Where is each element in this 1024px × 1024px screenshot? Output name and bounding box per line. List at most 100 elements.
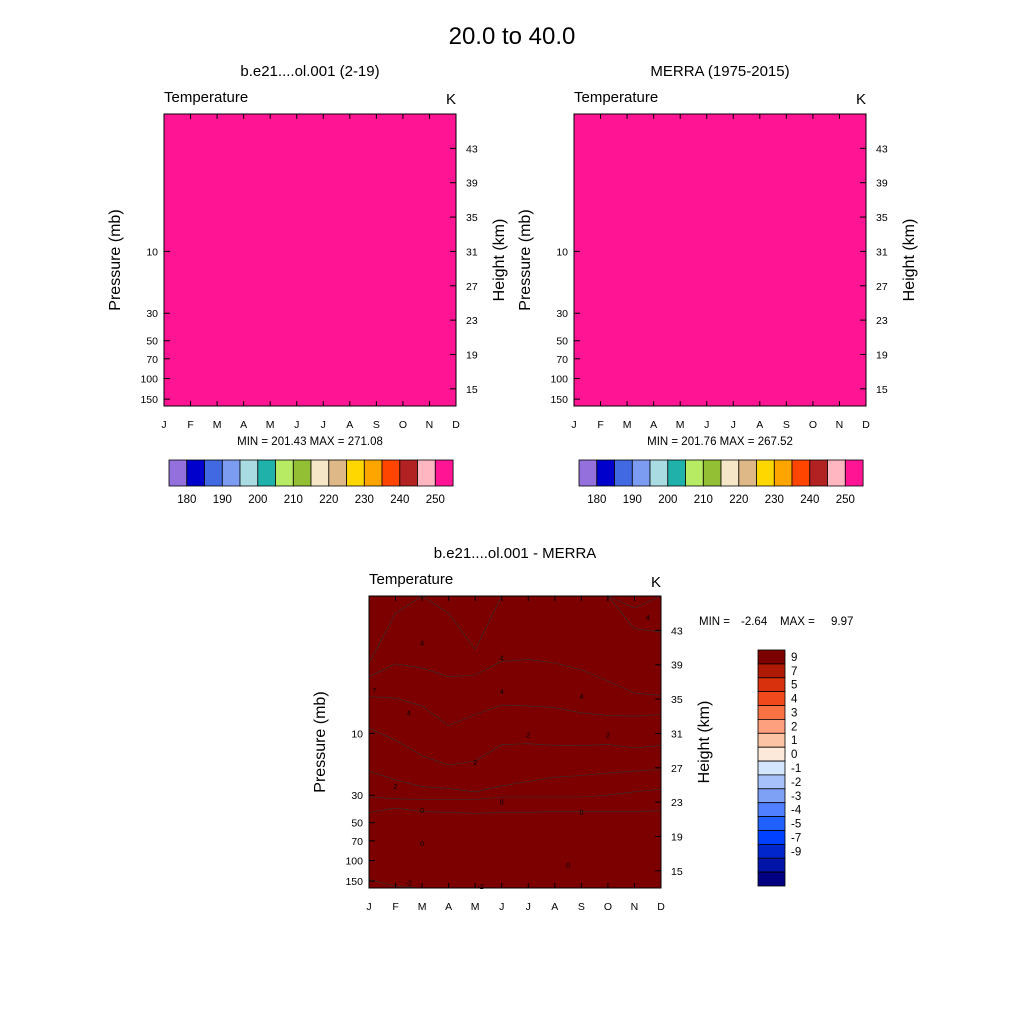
legend-swatch <box>791 459 811 487</box>
legend-swatch <box>757 649 786 665</box>
x-tick-label: A <box>346 419 353 431</box>
contour-label: 7 <box>372 688 376 695</box>
units-label: K <box>446 91 456 108</box>
height-tick-label: 15 <box>466 384 478 396</box>
legend-swatch <box>757 774 786 790</box>
legend-swatch <box>667 459 686 487</box>
min-label: MIN = <box>699 616 730 628</box>
legend-tick-label: 240 <box>800 494 819 506</box>
x-tick-label: N <box>836 419 844 431</box>
legend-tick-label: 190 <box>623 494 642 506</box>
height-tick-label: 35 <box>876 212 888 224</box>
height-tick-label: 23 <box>671 797 683 809</box>
contour-label: 4 <box>420 641 424 648</box>
legend-tick-label: -1 <box>791 763 801 775</box>
contour-line-13 <box>368 659 662 696</box>
color-legend: 180 190 200 210 220 230 240 250 <box>168 459 454 506</box>
legend-tick-label: 230 <box>355 494 374 506</box>
contour-label: 4 <box>500 689 504 696</box>
x-tick-label: J <box>161 419 166 431</box>
legend-swatch <box>614 459 633 487</box>
legend-swatch <box>346 459 365 487</box>
legend-swatch <box>328 459 347 487</box>
legend-tick-label: 4 <box>791 694 798 706</box>
legend-swatch <box>399 459 418 487</box>
color-legend: 180 190 200 210 220 230 240 250 <box>578 459 864 506</box>
x-tick-label: A <box>445 901 452 913</box>
x-tick-label: S <box>578 901 585 913</box>
pressure-tick-label: 30 <box>351 790 363 802</box>
x-tick-label: S <box>373 419 380 431</box>
legend-swatch <box>757 705 786 720</box>
legend-tick-label: 210 <box>694 494 713 506</box>
x-tick-label: S <box>783 419 790 431</box>
contour-label: -2 <box>406 880 412 887</box>
field-label: Temperature <box>369 571 453 588</box>
x-tick-label: A <box>756 419 763 431</box>
x-tick-label: N <box>631 901 639 913</box>
pressure-tick-label: 70 <box>146 354 158 366</box>
legend-tick-label: -5 <box>791 819 801 831</box>
contour-band-15 <box>164 114 456 406</box>
pressure-tick-label: 10 <box>146 246 158 258</box>
x-tick-label: J <box>366 901 371 913</box>
height-tick-label: 27 <box>466 281 478 293</box>
x-tick-label: N <box>426 419 434 431</box>
legend-swatch <box>702 459 722 487</box>
pressure-tick-label: 10 <box>556 246 568 258</box>
legend-swatch <box>757 691 786 706</box>
pressure-tick-label: 150 <box>345 876 363 888</box>
legend-swatch <box>720 459 740 487</box>
legend-swatch <box>578 459 598 487</box>
legend-tick-label: -4 <box>791 805 802 817</box>
contour-label: 4 <box>579 694 583 701</box>
legend-swatch <box>631 459 651 487</box>
x-tick-label: D <box>452 419 460 431</box>
height-tick-label: 19 <box>876 349 888 361</box>
legend-swatch <box>596 459 615 487</box>
contour-label: 2 <box>394 784 398 791</box>
contour-band-16 <box>369 596 661 888</box>
pressure-tick-label: 150 <box>140 394 158 406</box>
pressure-tick-label: 70 <box>351 836 363 848</box>
legend-swatch <box>168 459 188 487</box>
y-axis-title: Pressure (mb) <box>312 691 329 792</box>
contour-label: 0 <box>420 808 424 815</box>
x-tick-label: A <box>650 419 657 431</box>
height-tick-label: 23 <box>876 315 888 327</box>
legend-swatch <box>844 459 864 487</box>
legend-tick-label: -7 <box>791 832 801 844</box>
legend-tick-label: 3 <box>791 708 797 720</box>
height-tick-label: 19 <box>466 349 478 361</box>
panel-diff: b.e21....ol.001 - MERRA Temperature K 44… <box>312 545 853 913</box>
legend-swatch <box>756 459 775 487</box>
height-tick-label: 35 <box>466 212 478 224</box>
legend-tick-label: 210 <box>284 494 303 506</box>
x-tick-label: O <box>399 419 407 431</box>
y-axis-title: Pressure (mb) <box>107 209 124 310</box>
legend-swatch <box>257 459 276 487</box>
legend-swatch <box>649 459 669 487</box>
legend-swatch <box>221 459 241 487</box>
contour-label: 2 <box>606 733 610 740</box>
legend-swatch <box>757 719 786 734</box>
legend-tick-label: 190 <box>213 494 232 506</box>
legend-tick-label: 240 <box>390 494 409 506</box>
legend-tick-label: 230 <box>765 494 784 506</box>
contour-label: 4 <box>500 655 504 662</box>
pressure-tick-label: 50 <box>351 818 363 830</box>
x-tick-label: J <box>499 901 504 913</box>
min-value: -2.64 <box>741 616 768 628</box>
legend-swatch <box>757 802 786 818</box>
pressure-tick-label: 100 <box>140 374 158 386</box>
legend-swatch <box>757 663 786 679</box>
height-tick-label: 27 <box>876 281 888 293</box>
legend-swatch <box>809 459 828 487</box>
legend-swatch <box>204 459 223 487</box>
legend-swatch <box>757 788 786 804</box>
plot-area: J F M A M J J A S O N D 10 30 50 70 100 150 43 39 35 31 27 23 19… <box>517 113 918 431</box>
y-axis-title-right: Height (km) <box>901 219 918 302</box>
x-tick-label: O <box>809 419 817 431</box>
pressure-tick-label: 30 <box>146 308 158 320</box>
height-tick-label: 31 <box>466 246 478 258</box>
